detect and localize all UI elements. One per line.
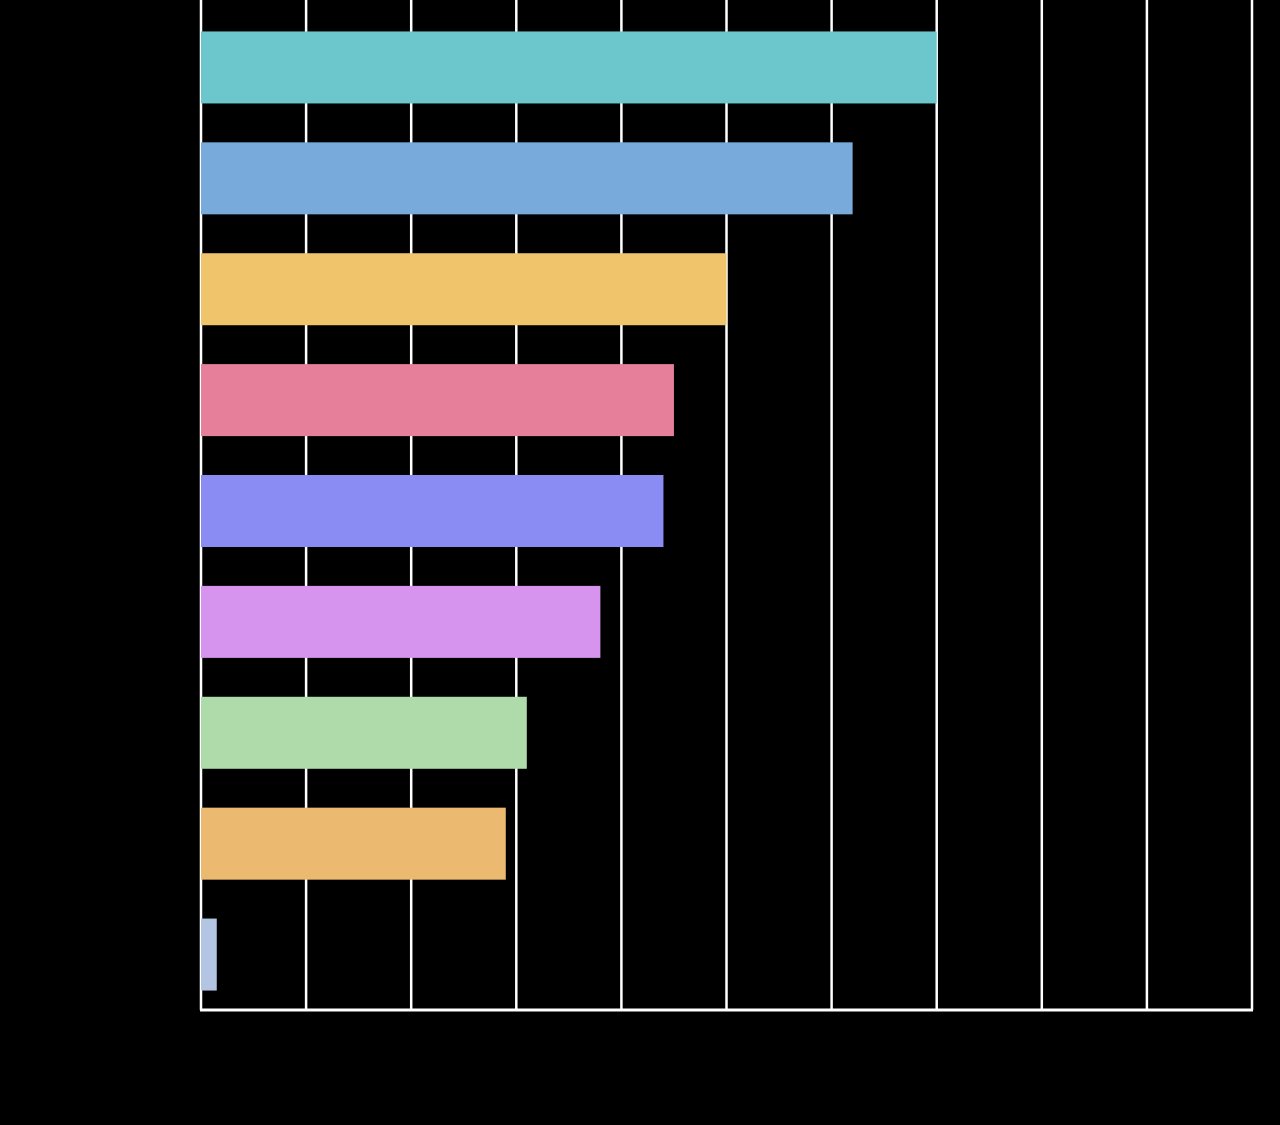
bar-5 (201, 475, 664, 547)
bar-8 (201, 807, 506, 880)
bar-4 (201, 364, 674, 437)
bar-3 (201, 253, 727, 326)
bars (201, 31, 937, 991)
bar-2 (201, 142, 853, 215)
bar-6 (201, 585, 601, 658)
bar-7 (201, 696, 527, 769)
bar-1 (201, 31, 937, 104)
bar-9 (201, 918, 217, 991)
